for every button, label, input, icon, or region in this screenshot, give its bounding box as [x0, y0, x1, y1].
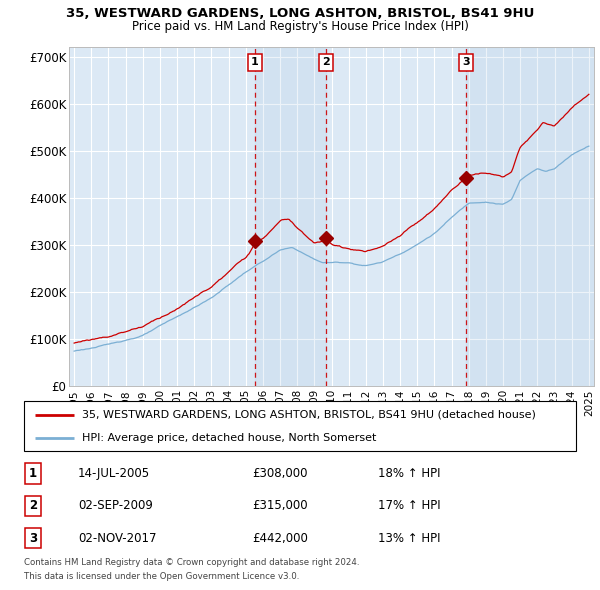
- Text: 17% ↑ HPI: 17% ↑ HPI: [378, 499, 440, 513]
- Text: £308,000: £308,000: [252, 467, 308, 480]
- Text: 13% ↑ HPI: 13% ↑ HPI: [378, 532, 440, 545]
- Text: £315,000: £315,000: [252, 499, 308, 513]
- Bar: [255, 47, 326, 386]
- Text: 1: 1: [29, 467, 37, 480]
- Bar: [466, 47, 598, 386]
- Text: 14-JUL-2005: 14-JUL-2005: [78, 467, 150, 480]
- Text: HPI: Average price, detached house, North Somerset: HPI: Average price, detached house, Nort…: [82, 433, 376, 443]
- Text: This data is licensed under the Open Government Licence v3.0.: This data is licensed under the Open Gov…: [24, 572, 299, 581]
- Text: 35, WESTWARD GARDENS, LONG ASHTON, BRISTOL, BS41 9HU (detached house): 35, WESTWARD GARDENS, LONG ASHTON, BRIST…: [82, 409, 536, 419]
- Text: 02-SEP-2009: 02-SEP-2009: [78, 499, 153, 513]
- FancyBboxPatch shape: [24, 401, 576, 451]
- Bar: [326, 47, 466, 386]
- Text: 02-NOV-2017: 02-NOV-2017: [78, 532, 157, 545]
- Text: £442,000: £442,000: [252, 532, 308, 545]
- Text: Contains HM Land Registry data © Crown copyright and database right 2024.: Contains HM Land Registry data © Crown c…: [24, 558, 359, 566]
- Text: 1: 1: [251, 57, 259, 67]
- Text: 35, WESTWARD GARDENS, LONG ASHTON, BRISTOL, BS41 9HU: 35, WESTWARD GARDENS, LONG ASHTON, BRIST…: [66, 7, 534, 20]
- Text: 3: 3: [29, 532, 37, 545]
- Text: 3: 3: [462, 57, 470, 67]
- Text: 2: 2: [29, 499, 37, 513]
- Text: Price paid vs. HM Land Registry's House Price Index (HPI): Price paid vs. HM Land Registry's House …: [131, 20, 469, 33]
- Text: 2: 2: [322, 57, 330, 67]
- Text: 18% ↑ HPI: 18% ↑ HPI: [378, 467, 440, 480]
